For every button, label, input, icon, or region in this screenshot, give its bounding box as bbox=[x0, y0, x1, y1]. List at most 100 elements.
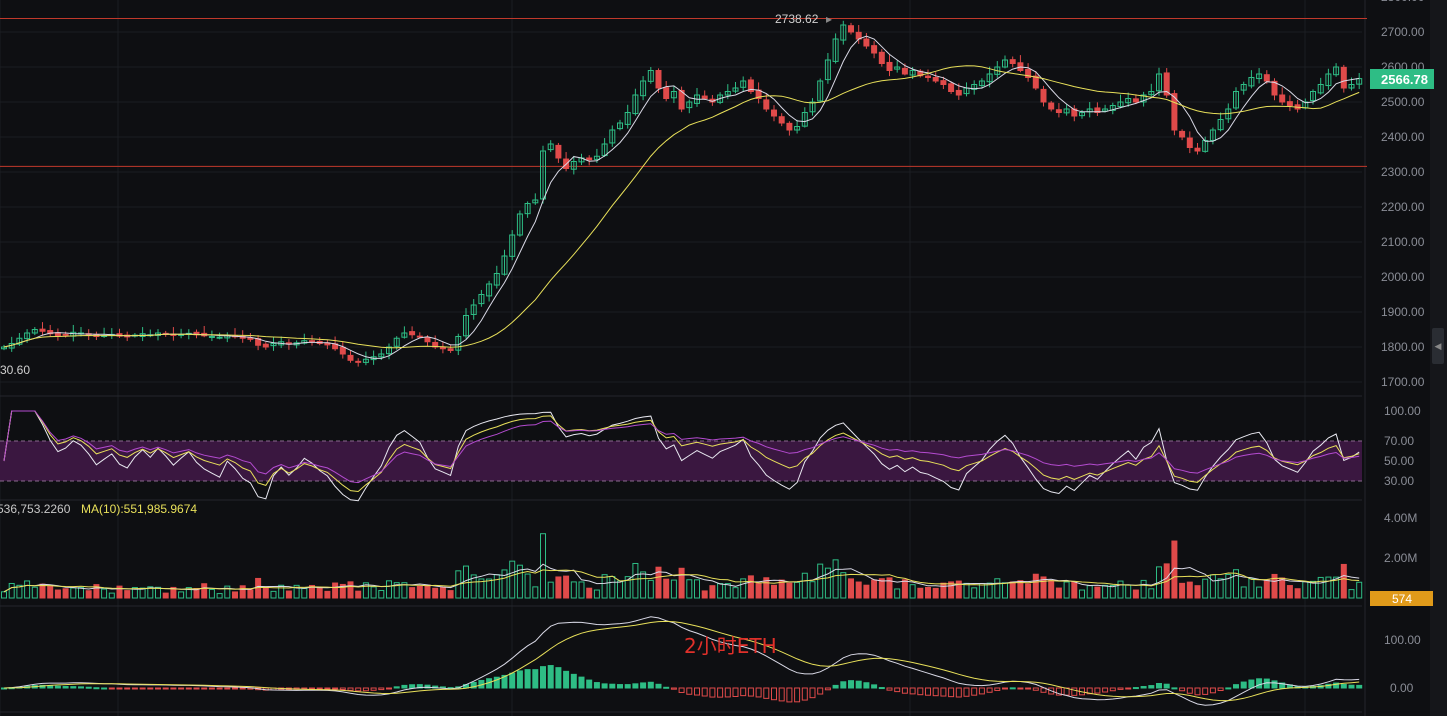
macd-histogram-bar bbox=[678, 687, 685, 693]
volume-bar bbox=[478, 578, 485, 599]
high-arrow-icon: ▸ bbox=[826, 12, 832, 26]
candle-body bbox=[247, 337, 254, 340]
volume-bar bbox=[78, 587, 84, 599]
candle-body bbox=[978, 80, 985, 87]
candle-body bbox=[878, 51, 885, 64]
volume-bar bbox=[347, 581, 354, 599]
macd-histogram-bar bbox=[940, 687, 947, 697]
candle-body bbox=[1032, 75, 1039, 89]
high-label: 2738.62 bbox=[775, 12, 819, 26]
candle-body bbox=[270, 343, 277, 347]
macd-histogram-bar bbox=[578, 676, 585, 689]
macd-histogram-bar bbox=[216, 687, 223, 690]
price-axis-tick: 1800.00 bbox=[1381, 340, 1425, 354]
volume-bar bbox=[1002, 582, 1008, 599]
volume-bar bbox=[416, 585, 423, 599]
volume-bar bbox=[39, 583, 46, 599]
ma-lines bbox=[3, 35, 1360, 359]
macd-histogram-bar bbox=[1140, 686, 1147, 689]
candle-body bbox=[1194, 147, 1201, 152]
chart-annotation: 2小时ETH bbox=[684, 634, 777, 658]
volume-bar bbox=[293, 584, 300, 599]
macd-histogram-bar bbox=[54, 685, 61, 689]
volume-bar bbox=[886, 577, 893, 599]
macd-histogram-bar bbox=[655, 683, 662, 689]
candle-body bbox=[1340, 66, 1347, 89]
macd-histogram-bar bbox=[917, 687, 924, 696]
candle-body bbox=[940, 80, 947, 86]
candle-body bbox=[1325, 73, 1332, 87]
macd-histogram-bar bbox=[185, 687, 192, 690]
volume-bar bbox=[70, 587, 77, 599]
volume-ma10-line bbox=[3, 569, 1360, 593]
macd-histogram-bar bbox=[1002, 687, 1008, 690]
volume-bar bbox=[632, 562, 639, 599]
candle-body bbox=[809, 101, 816, 113]
macd-histogram-bar bbox=[509, 672, 516, 689]
volume-bar bbox=[1055, 587, 1062, 599]
macd-histogram-bar bbox=[1333, 682, 1340, 689]
volume-bar bbox=[232, 591, 238, 599]
volume-bar bbox=[832, 559, 839, 599]
candle-body bbox=[1271, 80, 1278, 96]
macd-histogram-bar bbox=[1209, 687, 1216, 694]
volume-bar bbox=[124, 590, 131, 599]
macd-histogram-bar bbox=[139, 687, 146, 690]
macd-histogram-bar bbox=[971, 687, 978, 696]
macd-histogram-bar bbox=[155, 687, 161, 690]
macd-histogram-bar bbox=[386, 687, 392, 690]
rsi-axis-tick: 70.00 bbox=[1384, 434, 1414, 448]
candle-body bbox=[1171, 93, 1178, 131]
macd-histogram-bar bbox=[1148, 685, 1155, 689]
volume-bar bbox=[647, 579, 654, 599]
macd-histogram-bar bbox=[848, 680, 854, 689]
volume-bar bbox=[1248, 578, 1255, 599]
volume-bar bbox=[1017, 580, 1024, 599]
volume-bar bbox=[270, 590, 277, 599]
last-price-label: 2566.78 bbox=[1381, 72, 1428, 87]
volume-bar bbox=[601, 574, 608, 599]
macd-histogram-bar bbox=[763, 687, 770, 699]
volume-bar bbox=[940, 582, 947, 599]
macd-histogram-bar bbox=[170, 687, 177, 690]
macd-histogram-bar bbox=[1217, 687, 1224, 692]
candle-body bbox=[1009, 59, 1016, 65]
macd-histogram-bar bbox=[1156, 683, 1162, 689]
volume-bar bbox=[1294, 588, 1301, 599]
macd-histogram-bar bbox=[771, 687, 777, 701]
macd-histogram-bar bbox=[593, 682, 600, 689]
candle-body bbox=[447, 348, 454, 351]
volume-bar bbox=[8, 582, 15, 599]
macd-histogram-bar bbox=[516, 670, 523, 689]
macd-histogram-bar bbox=[524, 669, 531, 689]
macd-histogram-bar bbox=[1117, 687, 1124, 690]
macd-histogram-bar bbox=[131, 687, 138, 690]
macd-histogram-bar bbox=[1233, 684, 1239, 689]
volume-bar bbox=[894, 588, 901, 599]
volume-bar bbox=[901, 579, 908, 599]
volume-bar bbox=[1263, 579, 1270, 599]
volume-bar bbox=[31, 586, 38, 599]
price-axis-tick: 2400.00 bbox=[1381, 130, 1425, 144]
macd-histogram-bar bbox=[224, 687, 231, 690]
volume-bar bbox=[378, 589, 385, 599]
candle-body bbox=[717, 94, 724, 103]
volume-bar bbox=[701, 590, 708, 599]
candle-body bbox=[724, 91, 731, 96]
candle-body bbox=[948, 83, 955, 93]
volume-bar bbox=[524, 573, 531, 599]
macd-histogram-bar bbox=[570, 673, 577, 689]
candle-body bbox=[1163, 72, 1170, 96]
candle-body bbox=[1186, 137, 1193, 149]
candle-body bbox=[994, 66, 1001, 75]
volume-bar bbox=[147, 586, 154, 599]
rsi-axis-tick: 50.00 bbox=[1384, 454, 1414, 468]
candle-body bbox=[1209, 129, 1216, 141]
candle-body bbox=[925, 75, 931, 78]
volume-bar bbox=[955, 580, 962, 599]
macd-histogram-bar bbox=[1194, 687, 1201, 696]
volume-bar bbox=[871, 579, 878, 599]
collapse-panel-handle[interactable]: ◀ bbox=[1432, 328, 1444, 364]
volume-ma10-legend: MA(10):551,985.9674 bbox=[81, 502, 197, 516]
